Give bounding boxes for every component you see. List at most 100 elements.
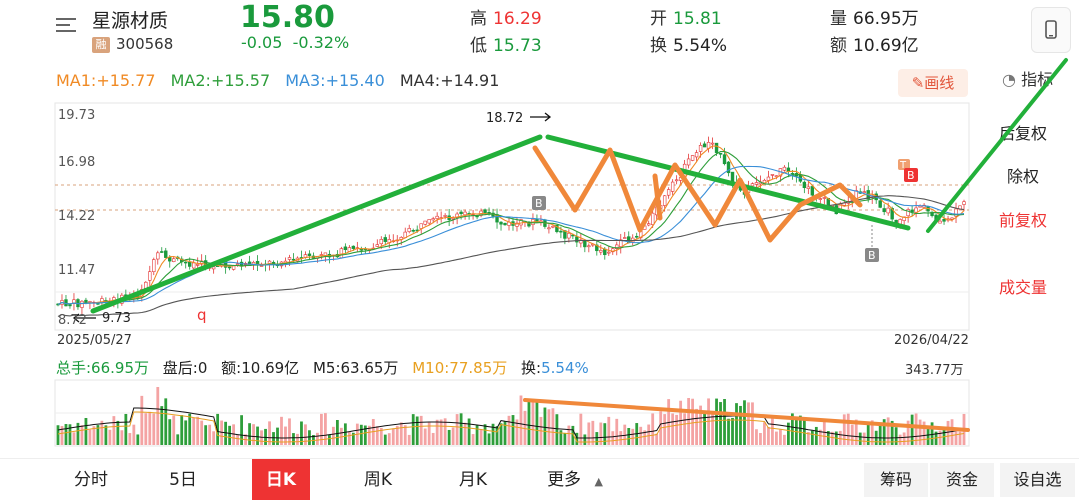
- volume-bar: [583, 434, 587, 445]
- capital-flow-button[interactable]: 资金: [930, 463, 994, 497]
- ma20-line: [57, 165, 965, 305]
- volume-bar: [671, 413, 675, 445]
- volume-bar: [208, 424, 212, 445]
- candle: [910, 209, 914, 213]
- volume-bar: [579, 413, 583, 445]
- volume-bar: [276, 427, 279, 445]
- volume-bar: [575, 432, 579, 445]
- volume-bar: [475, 425, 479, 445]
- candle: [152, 259, 156, 272]
- candle: [674, 179, 679, 182]
- volume-bar: [894, 427, 898, 445]
- candle: [599, 250, 603, 253]
- volume-bar: [591, 420, 595, 445]
- volume-bar: [567, 425, 571, 445]
- stock-header: 星源材质 融 300568 15.80 -0.05 -0.32% 高 16.29 …: [0, 0, 1079, 62]
- tab-5day[interactable]: 5日: [169, 470, 197, 490]
- volume-bar: [387, 433, 391, 445]
- stock-code: 300568: [116, 35, 174, 53]
- ex-rights-option[interactable]: 除权: [1006, 167, 1039, 186]
- volume-bar: [116, 420, 120, 445]
- volume-bar: [775, 431, 778, 445]
- draw-line-button[interactable]: ✎画线: [898, 69, 968, 97]
- candle: [918, 205, 922, 208]
- candle: [938, 220, 942, 224]
- candle: [954, 208, 958, 217]
- ma5-line: [57, 145, 965, 305]
- volume-bar: [427, 422, 431, 445]
- volume-bar: [727, 418, 730, 445]
- current-price: 15.80: [240, 0, 335, 35]
- volume-bar: [695, 408, 698, 445]
- volume-bar: [631, 428, 635, 445]
- add-watchlist-button[interactable]: 设自选: [1000, 463, 1075, 497]
- kline-chart[interactable]: B B T B: [0, 0, 1079, 458]
- volume-bar: [192, 417, 196, 445]
- candle: [583, 240, 587, 248]
- price-chart-frame: [54, 102, 970, 331]
- volume-bar: [854, 419, 858, 445]
- candle: [307, 253, 312, 256]
- candle: [802, 181, 807, 189]
- candle: [211, 266, 216, 270]
- volume-bar: [399, 422, 403, 445]
- volume-bar: [890, 420, 894, 445]
- volume-bar: [331, 426, 335, 445]
- candle: [419, 223, 423, 229]
- candle: [774, 175, 779, 178]
- volume-bar: [691, 398, 694, 445]
- volume-bars: [56, 387, 966, 445]
- volume-bar: [347, 431, 351, 445]
- candle: [782, 166, 787, 171]
- volume-bar: [511, 415, 515, 445]
- volume-bar: [252, 424, 255, 445]
- margin-badge: 融: [92, 37, 110, 53]
- volume-bar: [703, 413, 706, 445]
- tab-more[interactable]: 更多 ▲: [547, 470, 603, 490]
- volume-bar: [607, 416, 611, 445]
- volume-bar: [858, 432, 862, 445]
- volume-bar: [814, 426, 818, 445]
- landscape-toggle-button[interactable]: [1031, 7, 1071, 53]
- tab-weekly-k[interactable]: 周K: [363, 470, 393, 490]
- volume-bar: [172, 415, 176, 445]
- volume-bar: [391, 428, 395, 445]
- volume-bar: [308, 430, 311, 445]
- candle: [587, 245, 591, 248]
- tab-monthly-k[interactable]: 月K: [458, 470, 488, 490]
- volume-bar: [930, 422, 934, 445]
- candle: [411, 230, 415, 232]
- indicator-icon: ◔: [1002, 70, 1016, 89]
- volume-bar: [359, 424, 363, 445]
- volume-bar: [767, 426, 770, 445]
- volume-bar: [140, 395, 144, 445]
- volume-bar: [112, 416, 116, 445]
- candle: [647, 223, 651, 226]
- ma3-value: MA3:+15.40: [285, 71, 385, 90]
- volume-bar: [439, 419, 443, 445]
- candle: [818, 198, 823, 200]
- volume-bar: [68, 424, 72, 445]
- volume-indicator-option[interactable]: 成交量: [998, 278, 1047, 297]
- candle: [188, 261, 192, 267]
- adjust-forward-option[interactable]: 前复权: [998, 211, 1047, 230]
- volume-bar: [838, 430, 842, 445]
- m10-volume: M10:77.85万: [412, 359, 508, 377]
- volume-bar: [587, 422, 591, 445]
- candle: [726, 161, 731, 174]
- volume-bar: [719, 402, 722, 445]
- chips-button[interactable]: 筹码: [864, 463, 928, 497]
- volume-bar: [818, 429, 822, 445]
- ma10-line: [57, 150, 965, 305]
- high-marker-arrow: [530, 112, 552, 122]
- volume-bar: [80, 425, 84, 445]
- turnover-stat: 换 5.54%: [650, 36, 728, 56]
- volume-bar: [451, 427, 455, 445]
- candle: [942, 218, 946, 222]
- volume-bar: [790, 413, 794, 445]
- tab-daily-k[interactable]: 日K: [252, 459, 310, 500]
- volume-bar: [946, 420, 950, 445]
- tab-intraday[interactable]: 分时: [74, 470, 108, 490]
- candle: [882, 208, 886, 213]
- menu-icon[interactable]: [56, 16, 78, 34]
